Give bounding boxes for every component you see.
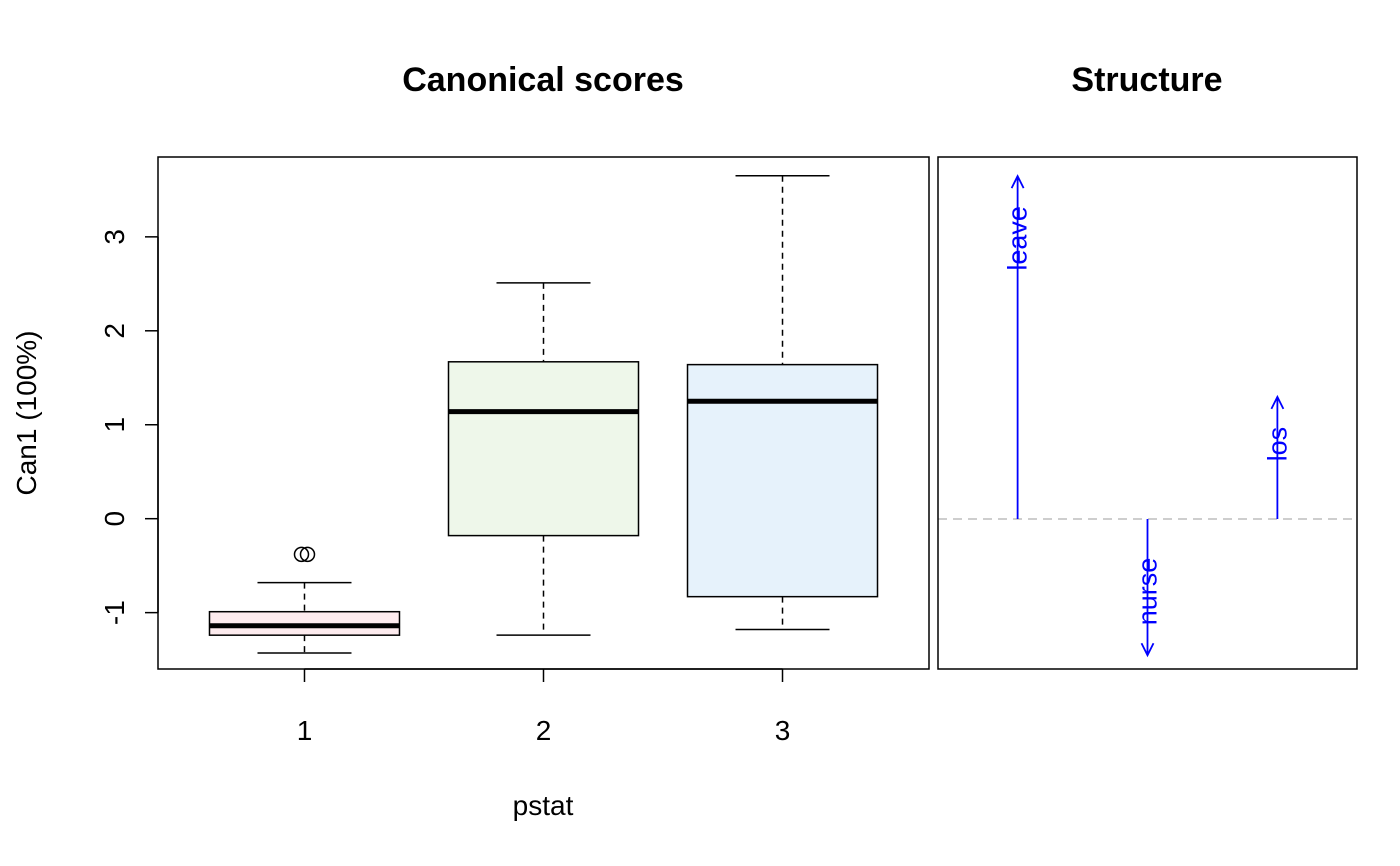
right-plot-frame	[937, 156, 1358, 670]
x-axis: 1 2 3	[297, 668, 791, 746]
x-axis-label: pstat	[513, 790, 574, 821]
vector-arrow-head	[1270, 394, 1285, 410]
box-iqr	[447, 361, 640, 537]
canonical-scores-panel: Canonical scores -1 0 1 2 3 1 2 3 pstat Can1 (…	[11, 61, 930, 821]
vector-los: los	[1262, 394, 1292, 519]
y-tick-label: 2	[99, 323, 130, 339]
boxplot-group	[447, 282, 640, 636]
structure-vectors: leave nurse los	[1003, 174, 1292, 658]
boxplot-group	[208, 546, 401, 654]
vector-label: leave	[1003, 206, 1033, 271]
y-tick-label: 0	[99, 511, 130, 527]
left-chart-title: Canonical scores	[402, 61, 684, 99]
x-tick-label: 1	[297, 715, 313, 746]
y-tick-label: 3	[99, 229, 130, 245]
vector-nurse: nurse	[1133, 519, 1163, 658]
vector-label: nurse	[1133, 558, 1163, 626]
y-tick-label: 1	[99, 417, 130, 433]
right-chart-title: Structure	[1071, 61, 1222, 99]
vector-arrow-head	[1010, 174, 1025, 189]
y-axis: -1 0 1 2 3	[99, 229, 159, 625]
y-axis-label: Can1 (100%)	[11, 331, 42, 496]
boxplot-group	[686, 175, 879, 631]
x-tick-label: 2	[536, 715, 552, 746]
vector-leave: leave	[1003, 174, 1033, 519]
structure-panel: Structure leave nurse los	[937, 61, 1358, 670]
x-tick-label: 3	[775, 715, 791, 746]
outlier-point	[293, 546, 310, 563]
vector-label: los	[1262, 427, 1292, 462]
outlier-point	[299, 546, 316, 563]
vector-arrow-head	[1140, 642, 1155, 658]
y-tick-label: -1	[99, 600, 130, 625]
boxplot-layer	[208, 175, 879, 654]
